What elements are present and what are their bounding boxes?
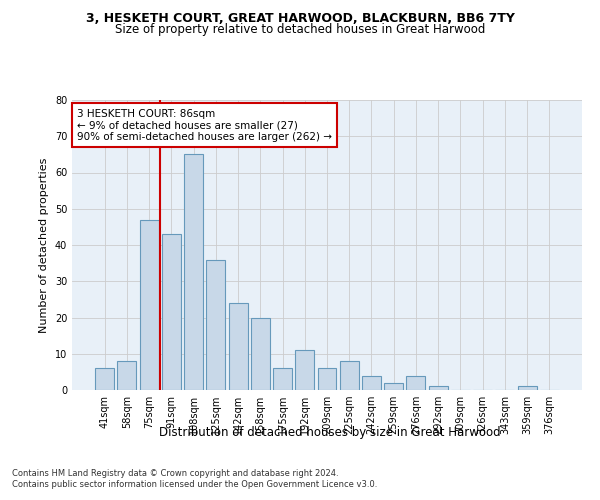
- Bar: [429, 386, 448, 390]
- Text: 3 HESKETH COURT: 86sqm
← 9% of detached houses are smaller (27)
90% of semi-deta: 3 HESKETH COURT: 86sqm ← 9% of detached …: [77, 108, 332, 142]
- Text: Contains HM Land Registry data © Crown copyright and database right 2024.: Contains HM Land Registry data © Crown c…: [12, 468, 338, 477]
- Bar: [295, 350, 314, 390]
- Bar: [140, 220, 158, 390]
- Y-axis label: Number of detached properties: Number of detached properties: [39, 158, 49, 332]
- Text: 3, HESKETH COURT, GREAT HARWOOD, BLACKBURN, BB6 7TY: 3, HESKETH COURT, GREAT HARWOOD, BLACKBU…: [86, 12, 514, 26]
- Bar: [118, 361, 136, 390]
- Bar: [95, 368, 114, 390]
- Bar: [184, 154, 203, 390]
- Bar: [362, 376, 381, 390]
- Text: Distribution of detached houses by size in Great Harwood: Distribution of detached houses by size …: [159, 426, 501, 439]
- Bar: [162, 234, 181, 390]
- Text: Size of property relative to detached houses in Great Harwood: Size of property relative to detached ho…: [115, 22, 485, 36]
- Bar: [340, 361, 359, 390]
- Bar: [384, 383, 403, 390]
- Bar: [229, 303, 248, 390]
- Text: Contains public sector information licensed under the Open Government Licence v3: Contains public sector information licen…: [12, 480, 377, 489]
- Bar: [273, 368, 292, 390]
- Bar: [317, 368, 337, 390]
- Bar: [251, 318, 270, 390]
- Bar: [406, 376, 425, 390]
- Bar: [518, 386, 536, 390]
- Bar: [206, 260, 225, 390]
